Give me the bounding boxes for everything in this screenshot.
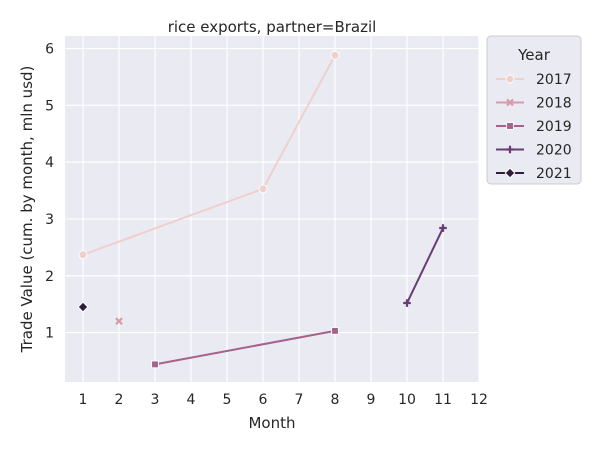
plot-area	[65, 36, 479, 382]
y-tick-label: 1	[45, 326, 54, 342]
chart-title: rice exports, partner=Brazil	[168, 18, 377, 36]
series-2019	[151, 327, 339, 369]
legend-swatch-marker	[506, 98, 514, 107]
legend-swatch-marker	[504, 167, 516, 179]
legend-item-2018: 2018	[496, 96, 572, 112]
x-tick-label: 11	[434, 392, 452, 408]
legend-label: 2020	[536, 143, 572, 159]
data-point-2017	[78, 250, 88, 260]
data-point-2020	[403, 299, 411, 307]
y-tick-label: 5	[45, 98, 54, 114]
y-tick-label: 2	[45, 269, 54, 285]
legend-swatch-marker	[505, 74, 515, 84]
x-tick-label: 6	[259, 392, 268, 408]
legend-item-2021: 2021	[496, 166, 572, 182]
x-axis-ticks: 1 2 3 4 5 6 7 8 9 10 11 12	[79, 392, 488, 408]
legend-label: 2018	[536, 96, 572, 112]
legend-item-2019: 2019	[496, 119, 572, 135]
legend-item-2017: 2017	[496, 72, 572, 88]
data-point-2021	[77, 301, 89, 313]
y-axis-ticks: 1 2 3 4 5 6	[45, 41, 54, 341]
x-tick-label: 2	[115, 392, 124, 408]
x-tick-label: 5	[223, 392, 232, 408]
legend-label: 2017	[536, 72, 572, 88]
series-2020	[403, 224, 447, 307]
series-2018	[115, 317, 123, 325]
series-layer	[77, 50, 447, 369]
legend: Year 2017 2018 2019 2020 2021	[486, 35, 582, 185]
y-tick-label: 6	[45, 41, 54, 57]
x-axis-label: Month	[248, 414, 295, 432]
legend-item-2020: 2020	[496, 143, 572, 159]
x-tick-label: 7	[295, 392, 304, 408]
data-point-2017	[258, 184, 268, 194]
legend-label: 2021	[536, 166, 572, 182]
legend-swatch-marker	[506, 122, 514, 130]
data-point-2020	[439, 224, 447, 232]
legend-label: 2019	[536, 119, 572, 135]
data-point-2019	[151, 360, 159, 369]
legend-title: Year	[517, 46, 551, 64]
x-tick-label: 1	[79, 392, 88, 408]
x-tick-label: 3	[151, 392, 160, 408]
x-tick-label: 12	[470, 392, 488, 408]
legend-items: 2017 2018 2019 2020 2021	[496, 72, 572, 182]
series-2017	[78, 50, 340, 260]
data-point-2019	[331, 327, 339, 335]
data-point-2017	[330, 50, 340, 60]
y-tick-label: 3	[45, 212, 54, 228]
x-tick-label: 8	[331, 392, 340, 408]
data-point-2018	[115, 317, 123, 325]
series-2021	[77, 301, 89, 313]
gridlines	[65, 36, 480, 382]
x-tick-label: 9	[367, 392, 376, 408]
y-axis-label: Trade Value (cum. by month, mln usd)	[18, 66, 36, 354]
x-tick-label: 10	[398, 392, 416, 408]
series-line-2020	[406, 227, 444, 304]
series-line-2019	[154, 329, 336, 366]
legend-swatch-marker	[506, 145, 514, 154]
x-tick-label: 4	[187, 392, 196, 408]
y-tick-label: 4	[45, 155, 54, 171]
